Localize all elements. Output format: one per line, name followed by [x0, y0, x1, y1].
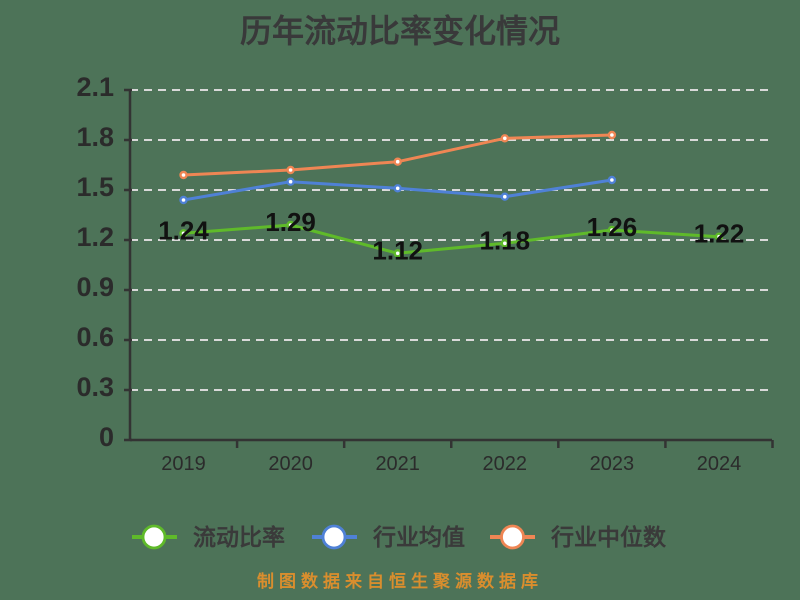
svg-text:行业均值: 行业均值 [372, 524, 465, 550]
svg-text:2024: 2024 [697, 453, 742, 475]
svg-text:2021: 2021 [375, 453, 420, 475]
svg-text:0: 0 [99, 422, 114, 452]
svg-text:1.18: 1.18 [479, 225, 530, 255]
svg-text:2022: 2022 [483, 453, 528, 475]
svg-text:0.3: 0.3 [76, 372, 114, 402]
svg-text:行业中位数: 行业中位数 [550, 524, 667, 550]
svg-text:1.26: 1.26 [587, 212, 638, 242]
svg-text:流动比率: 流动比率 [193, 524, 285, 550]
svg-text:0.6: 0.6 [76, 322, 114, 352]
svg-text:2020: 2020 [268, 453, 313, 475]
svg-text:2.1: 2.1 [76, 72, 114, 102]
svg-text:1.2: 1.2 [76, 222, 114, 252]
svg-text:1.5: 1.5 [76, 172, 114, 202]
svg-text:1.29: 1.29 [265, 207, 316, 237]
svg-text:0.9: 0.9 [76, 272, 114, 302]
svg-text:2019: 2019 [161, 453, 206, 475]
svg-text:1.24: 1.24 [158, 215, 209, 245]
svg-text:1.12: 1.12 [372, 235, 423, 265]
svg-text:1.8: 1.8 [76, 122, 114, 152]
svg-text:1.22: 1.22 [694, 219, 745, 249]
svg-text:2023: 2023 [590, 453, 635, 475]
